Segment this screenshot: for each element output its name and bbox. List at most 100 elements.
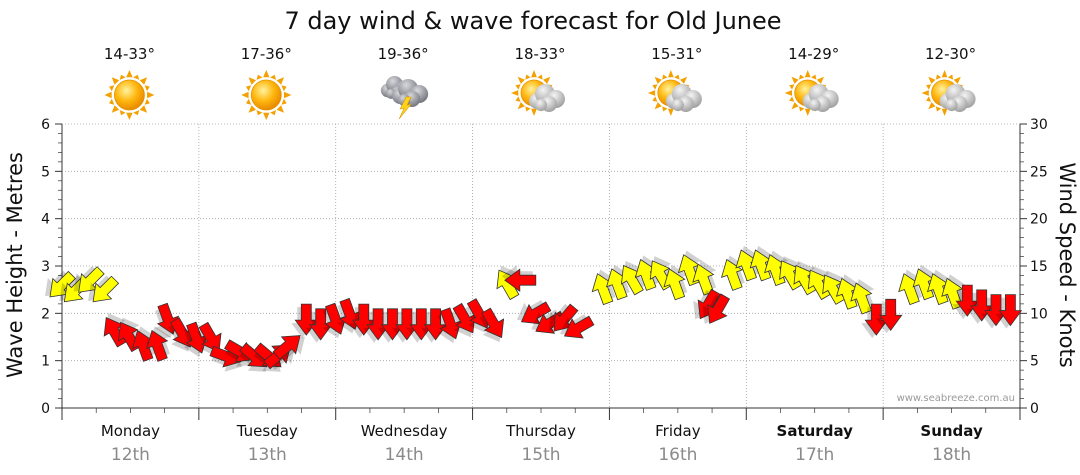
sun-ray (668, 70, 674, 78)
sun-ray (941, 70, 948, 78)
wind-arrow-shape (878, 298, 903, 331)
day-labels: Monday 12th Tuesday 13th Wednesday 14th Thursd… (61, 408, 1021, 465)
sun-ray (789, 84, 795, 90)
day-date-label: 17th (795, 445, 834, 465)
sun-ray (804, 70, 811, 78)
sun-ray (111, 105, 120, 113)
day-name-label: Tuesday (236, 422, 298, 440)
wind-arrow (875, 298, 903, 334)
wind-arrow (692, 260, 717, 296)
right-tick-label: 5 (1030, 354, 1039, 370)
plot-area (61, 124, 1021, 409)
sun-ray (680, 76, 688, 84)
sun-ray (133, 74, 140, 80)
sun-ray (921, 90, 929, 96)
wind-arrow (850, 278, 875, 315)
wind-arrow (88, 275, 120, 303)
sun-ray (652, 84, 658, 90)
sun-ray (947, 74, 954, 80)
credit-text: www.seabreeze.com.au (897, 393, 1015, 404)
sun-ray (941, 108, 948, 116)
sun-ray (652, 96, 658, 102)
sun-ray (935, 106, 942, 112)
sun-ray (263, 70, 270, 78)
sun-ray (133, 110, 140, 116)
chart-title: 7 day wind & wave forecast for Old Junee (284, 7, 781, 35)
weather-icons (104, 70, 976, 120)
wind-arrow (549, 303, 579, 332)
sun-ray (248, 77, 256, 85)
sun-cloud-icon (784, 70, 839, 116)
sun-ray (241, 91, 249, 99)
wind-arrow-shape (707, 293, 731, 324)
temperature-range: 19-36° (378, 45, 429, 63)
wind-arrow-shape (563, 315, 595, 339)
wind-arrow-shape (324, 302, 347, 335)
sun-ray (662, 74, 668, 80)
right-tick-label: 25 (1030, 164, 1048, 180)
right-axis-label: Wind Speed - Knots (1055, 162, 1079, 367)
sun-ray (543, 76, 551, 84)
sun-ray (119, 110, 126, 116)
wind-arrow-shape (78, 266, 105, 293)
right-tick-label: 30 (1030, 117, 1048, 133)
temperature-range: 12-30° (925, 45, 976, 63)
temperature-range: 14-29° (788, 45, 839, 63)
wind-arrow-shape (553, 303, 579, 332)
wind-arrow-shape (92, 275, 120, 303)
sun-ray (784, 90, 792, 96)
sun-ray (654, 102, 662, 110)
wind-arrow (73, 266, 105, 293)
sun-ray (928, 76, 936, 84)
day-date-label: 14th (385, 445, 424, 465)
wind-arrow (995, 294, 1023, 329)
left-tick-label: 3 (41, 259, 50, 275)
day-date-label: 13th (248, 445, 287, 465)
wind-arrow-shape (504, 268, 537, 292)
sun-ray (531, 70, 537, 78)
sun-ray (126, 112, 133, 120)
sun-ray (276, 105, 284, 113)
sun-ray (270, 74, 276, 80)
left-tick-label: 0 (41, 401, 50, 417)
sun-ray (139, 105, 148, 113)
wind-arrow-shape (663, 268, 686, 301)
wind-arrow (479, 307, 505, 343)
sun-ray (109, 98, 115, 105)
wind-arrow-shape (850, 282, 873, 315)
cloud-shape (392, 79, 429, 107)
sun-ray (126, 70, 133, 78)
day-name-label: Friday (655, 422, 701, 440)
sun-icon (104, 70, 155, 120)
cloud-shape (529, 84, 565, 112)
sun-ray (799, 106, 805, 112)
sun-ray (109, 85, 115, 92)
wind-arrow (702, 293, 731, 324)
sun-ray (147, 91, 155, 99)
sun-ray (281, 85, 287, 92)
wind-arrow-shape (864, 303, 889, 336)
day-name-label: Wednesday (361, 422, 448, 440)
wind-arrow (168, 317, 193, 352)
sun-ray (811, 74, 817, 80)
sun-cloud-icon (921, 70, 976, 116)
wind-arrow-shape (272, 335, 301, 360)
wind-arrow-shape (749, 249, 772, 282)
wind-arrow (420, 308, 448, 343)
sun-ray (799, 74, 805, 80)
sun-ray (928, 102, 936, 110)
cloud-shape (939, 84, 976, 112)
temperature-range: 17-36° (241, 45, 292, 63)
wind-arrow-shape (998, 294, 1023, 327)
sun-icon (241, 70, 292, 120)
sun-ray (144, 85, 150, 92)
sun-ray (511, 90, 519, 96)
right-tick-label: 15 (1030, 259, 1048, 275)
right-tick-label: 10 (1030, 306, 1048, 322)
sun-ray (926, 84, 932, 90)
sun-ray (139, 77, 148, 85)
wind-arrow (146, 326, 171, 362)
sun-ray (276, 77, 284, 85)
sun-ray (515, 84, 521, 90)
